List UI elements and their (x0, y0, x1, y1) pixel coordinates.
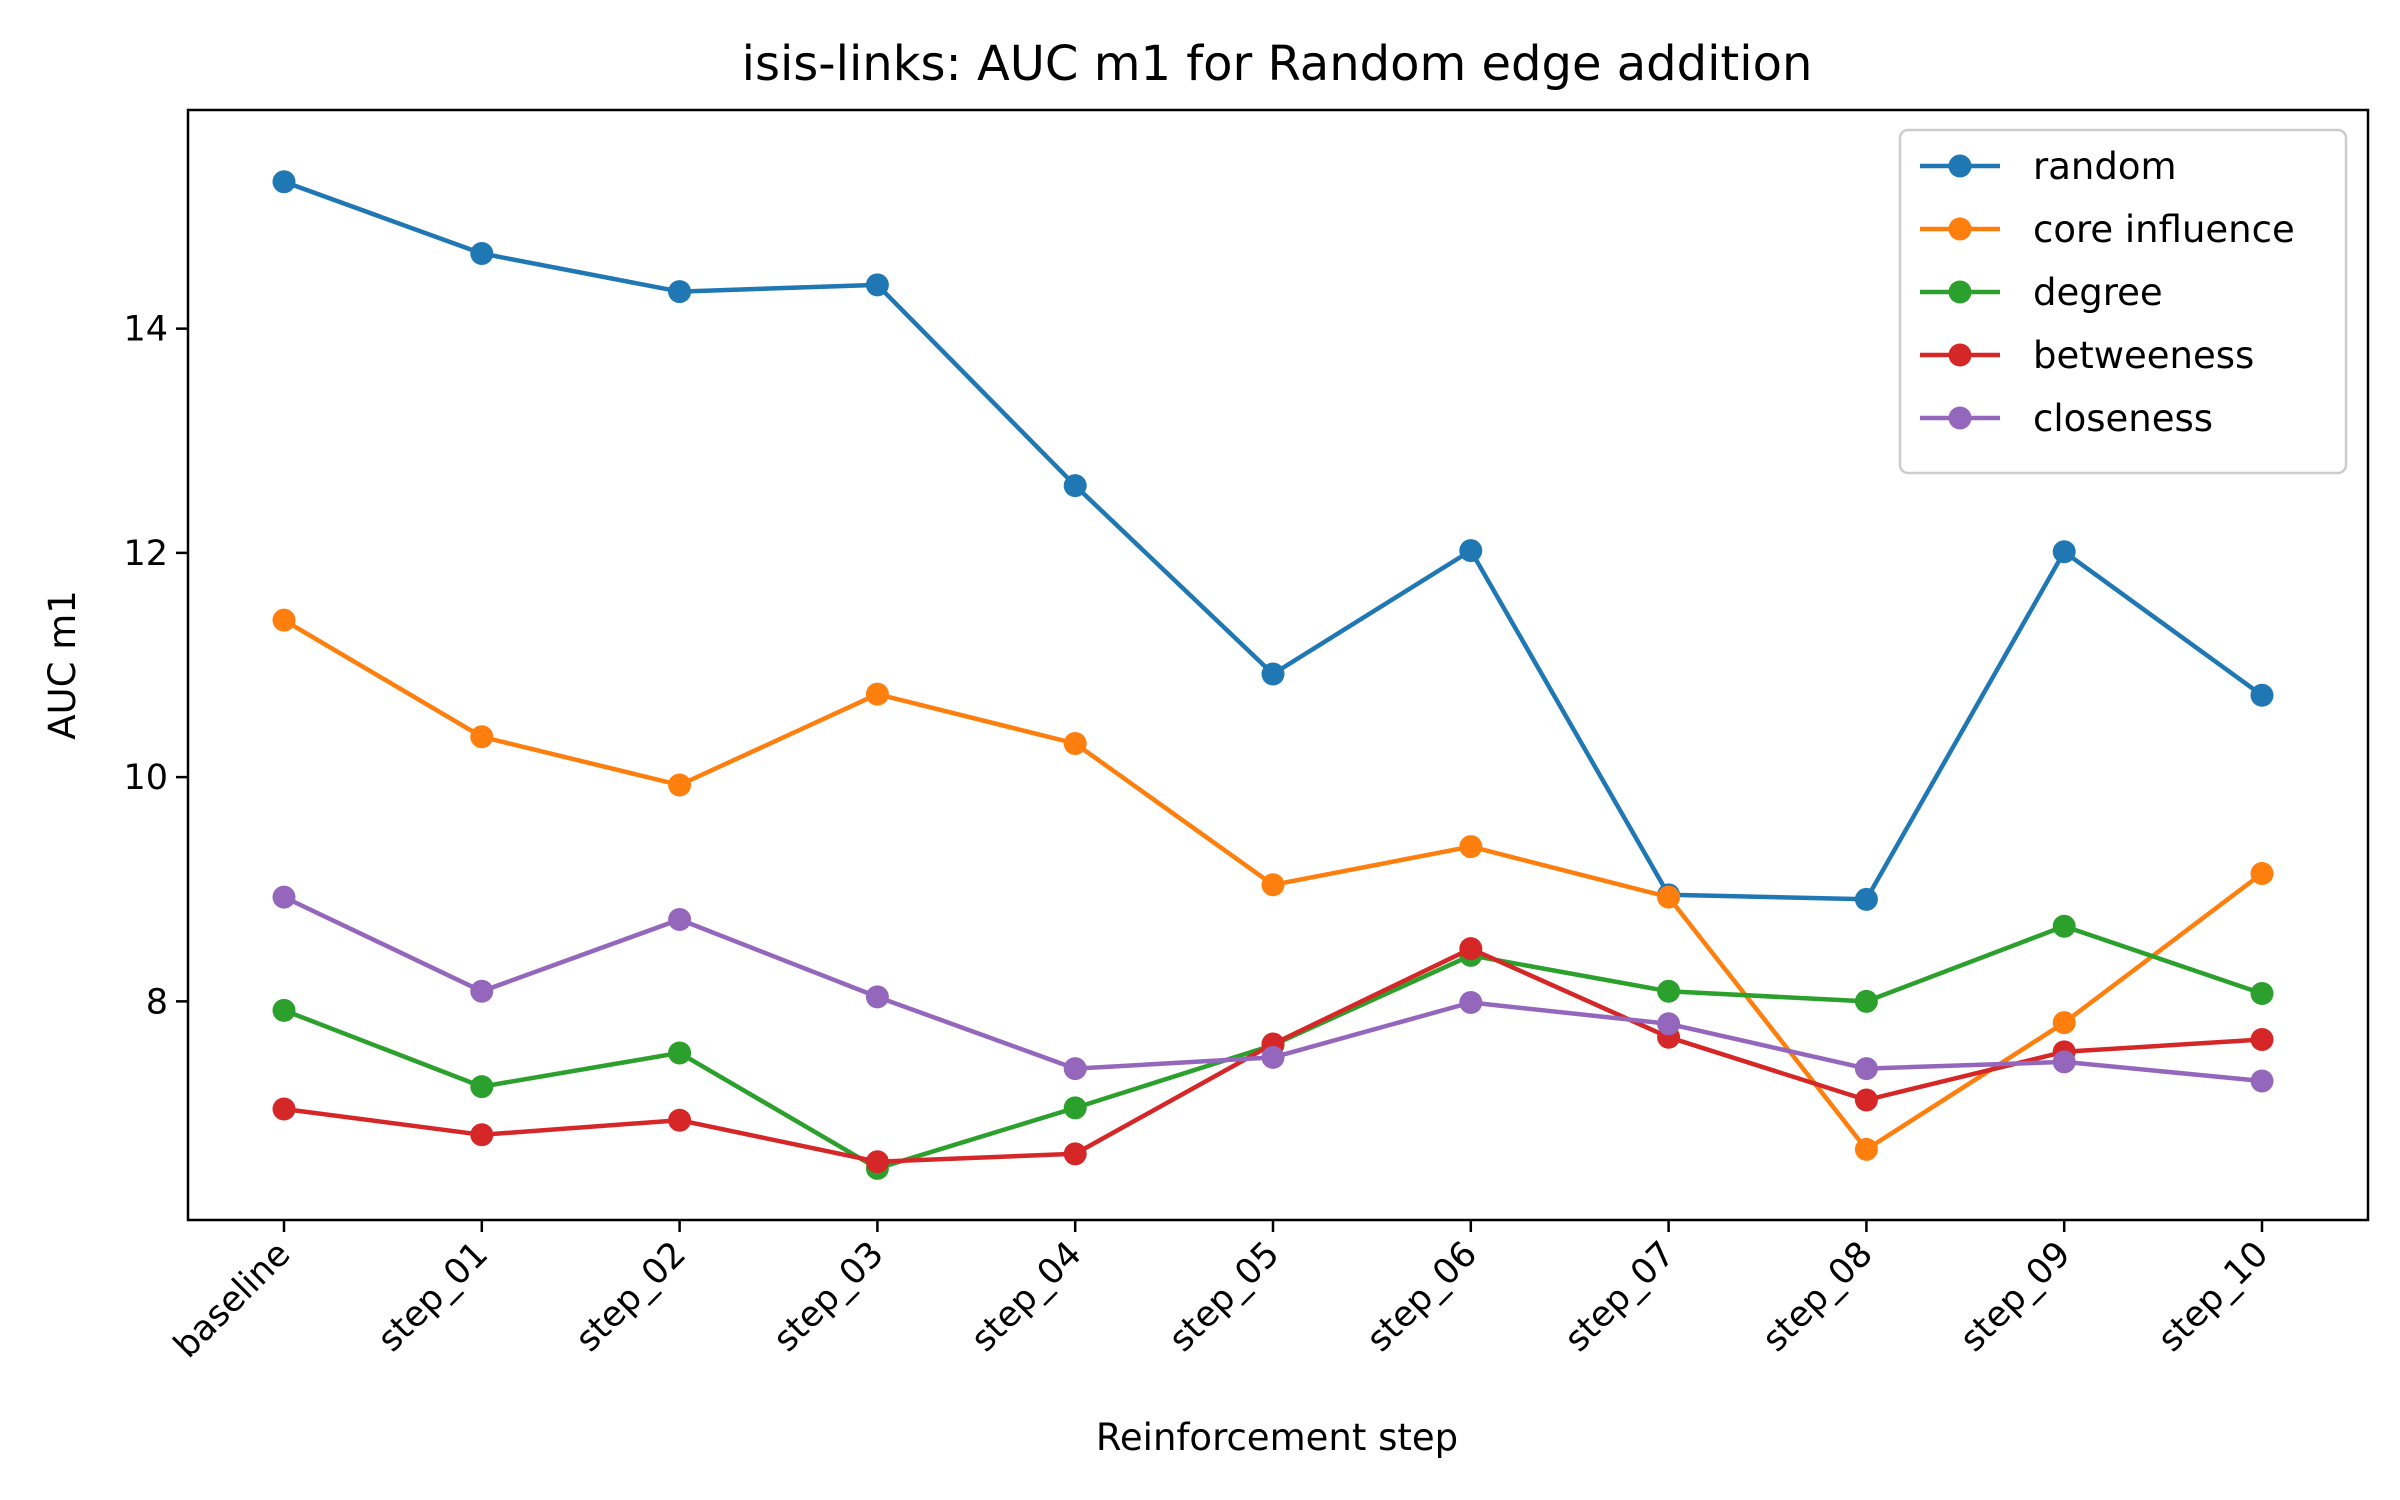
data-point (865, 682, 889, 706)
data-point (1854, 1088, 1878, 1112)
x-tick-label: step_04 (964, 1234, 1090, 1360)
data-point (1063, 731, 1087, 755)
data-point (272, 170, 296, 194)
x-axis: baseline step_01 step_02 step_03 step_04 step… (166, 1220, 2276, 1366)
data-point (470, 242, 494, 266)
legend-label: core influence (2033, 208, 2295, 251)
y-tick-label: 12 (123, 534, 168, 574)
legend-swatch-marker (1948, 280, 1972, 304)
data-point (2250, 683, 2274, 707)
data-point (1261, 873, 1285, 897)
data-point (272, 608, 296, 632)
data-point (668, 1108, 692, 1132)
x-tick-label: step_10 (2151, 1234, 2277, 1360)
data-point (1459, 539, 1483, 563)
data-point (1854, 1137, 1878, 1161)
data-point (668, 773, 692, 797)
data-point (1854, 887, 1878, 911)
data-point (1657, 885, 1681, 909)
x-tick-label: step_01 (370, 1234, 496, 1360)
x-axis-label: Reinforcement step (1096, 1416, 1458, 1459)
data-point (1657, 979, 1681, 1003)
plot-area (186, 108, 2370, 1222)
data-point (470, 1123, 494, 1147)
data-point (1261, 1045, 1285, 1069)
data-point (272, 1097, 296, 1121)
data-point (272, 998, 296, 1022)
legend-swatch-marker (1948, 406, 1972, 430)
data-point (2052, 914, 2076, 938)
x-tick-label: step_09 (1953, 1234, 2079, 1360)
data-point (668, 1041, 692, 1065)
data-point (470, 979, 494, 1003)
data-point (1063, 1096, 1087, 1120)
series-layer (272, 170, 2274, 1180)
series-core-influence (272, 608, 2274, 1161)
data-point (668, 280, 692, 304)
data-point (2250, 982, 2274, 1006)
data-point (1063, 474, 1087, 498)
x-tick-label: baseline (166, 1234, 298, 1366)
legend-label: closeness (2033, 397, 2213, 440)
data-point (1063, 1057, 1087, 1081)
data-point (1459, 835, 1483, 859)
data-point (668, 908, 692, 932)
x-tick-label: step_08 (1755, 1234, 1881, 1360)
data-point (1854, 989, 1878, 1013)
y-tick-label: 14 (123, 310, 168, 350)
legend-swatch-marker (1948, 217, 1972, 241)
data-point (1657, 1012, 1681, 1036)
data-point (865, 985, 889, 1009)
data-point (272, 885, 296, 909)
data-point (2250, 862, 2274, 886)
data-point (865, 273, 889, 297)
y-axis-label: AUC m1 (41, 590, 84, 740)
legend-label: betweeness (2033, 334, 2254, 377)
x-tick-label: step_03 (766, 1234, 892, 1360)
data-point (2250, 1069, 2274, 1093)
legend-label: random (2033, 145, 2177, 188)
series-closeness (272, 885, 2274, 1093)
chart-title: isis-links: AUC m1 for Random edge addit… (742, 36, 1813, 92)
data-point (1459, 937, 1483, 961)
data-point (470, 1075, 494, 1099)
data-point (1459, 990, 1483, 1014)
legend-swatch-marker (1948, 154, 1972, 178)
legend-label: degree (2033, 271, 2163, 314)
data-point (2052, 540, 2076, 564)
y-tick-label: 8 (146, 982, 168, 1022)
legend: random core influence degree betweeness clos… (1898, 128, 2348, 475)
y-axis: 8 10 12 14 (123, 310, 188, 1022)
data-point (470, 725, 494, 749)
x-tick-label: step_02 (568, 1234, 694, 1360)
data-point (2052, 1011, 2076, 1035)
data-point (2250, 1027, 2274, 1051)
data-point (1261, 662, 1285, 686)
x-tick-label: step_06 (1359, 1234, 1485, 1360)
data-point (2052, 1050, 2076, 1074)
data-point (1854, 1057, 1878, 1081)
data-point (865, 1150, 889, 1174)
legend-swatch-marker (1948, 343, 1972, 367)
x-tick-label: step_05 (1162, 1234, 1288, 1360)
legend-box (1898, 128, 2348, 475)
x-tick-label: step_07 (1557, 1234, 1683, 1360)
y-tick-label: 10 (123, 758, 168, 798)
data-point (1063, 1142, 1087, 1166)
